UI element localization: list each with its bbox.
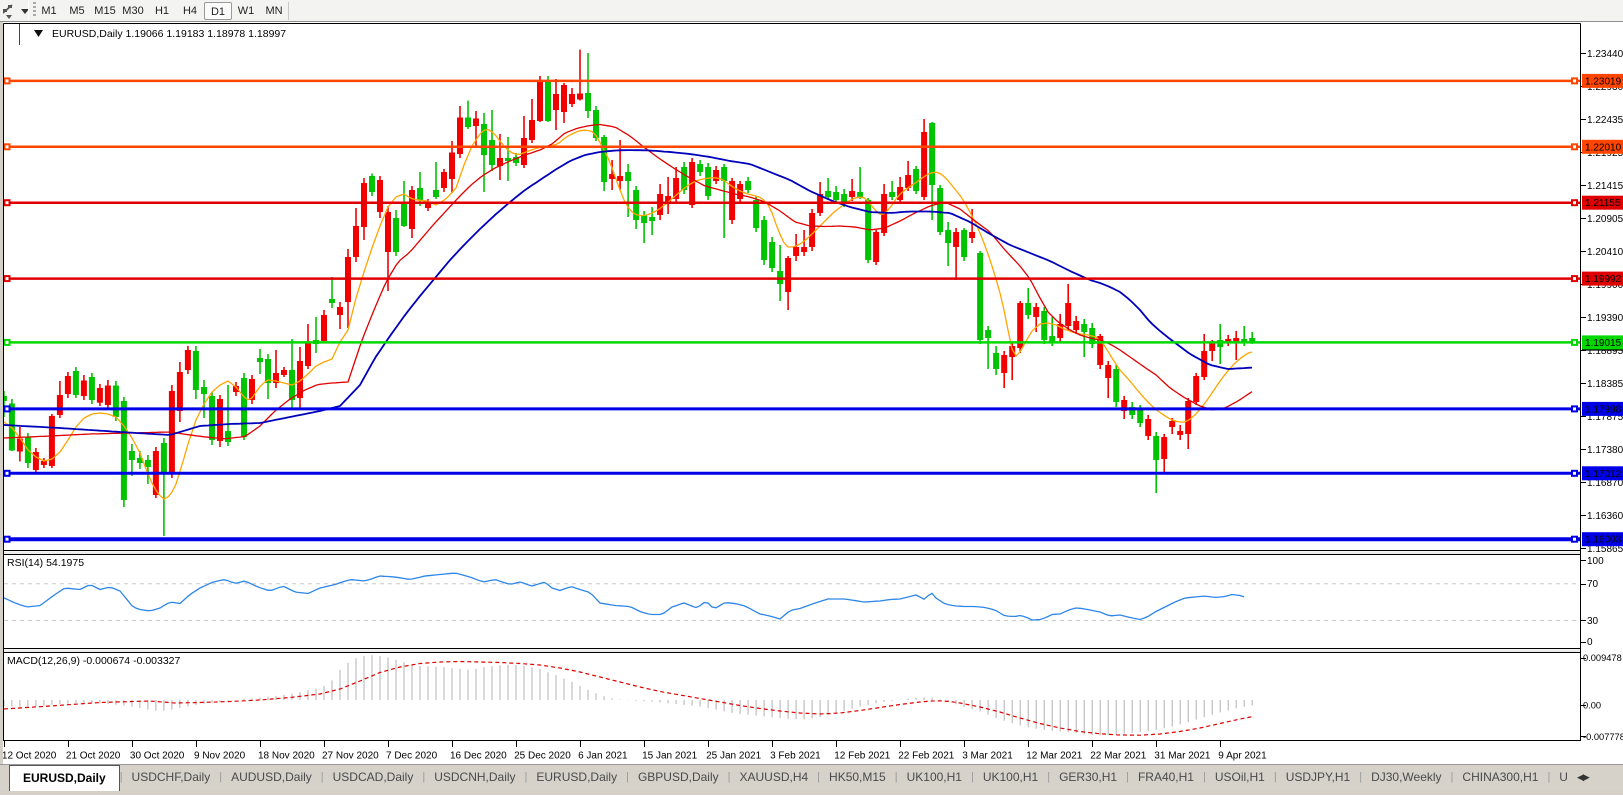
svg-text:1.16003: 1.16003 (1585, 535, 1622, 546)
svg-text:1.16870: 1.16870 (1587, 478, 1623, 489)
svg-text:7 Dec 2020: 7 Dec 2020 (386, 751, 438, 762)
svg-text:21 Oct 2020: 21 Oct 2020 (66, 751, 121, 762)
svg-text:1.21155: 1.21155 (1585, 198, 1621, 209)
svg-text:1.16360: 1.16360 (1587, 511, 1623, 522)
svg-text:1.17875: 1.17875 (1587, 412, 1623, 423)
svg-text:1.17380: 1.17380 (1587, 445, 1623, 456)
svg-text:27 Nov 2020: 27 Nov 2020 (322, 751, 379, 762)
svg-text:1.22435: 1.22435 (1587, 115, 1623, 126)
svg-text:1.19015: 1.19015 (1585, 338, 1622, 349)
svg-text:100: 100 (1587, 556, 1604, 567)
svg-text:70: 70 (1587, 579, 1599, 590)
svg-text:15 Jan 2021: 15 Jan 2021 (642, 751, 697, 762)
svg-text:25 Jan 2021: 25 Jan 2021 (706, 751, 761, 762)
svg-text:0.009478: 0.009478 (1583, 653, 1622, 663)
svg-text:12 Feb 2021: 12 Feb 2021 (834, 751, 891, 762)
svg-text:22 Feb 2021: 22 Feb 2021 (898, 751, 955, 762)
svg-text:3 Feb 2021: 3 Feb 2021 (770, 751, 821, 762)
svg-text:16 Dec 2020: 16 Dec 2020 (450, 751, 507, 762)
svg-text:1.22010: 1.22010 (1585, 142, 1622, 153)
svg-text:3 Mar 2021: 3 Mar 2021 (962, 751, 1013, 762)
svg-text:18 Nov 2020: 18 Nov 2020 (258, 751, 315, 762)
svg-text:RSI(14) 54.1975: RSI(14) 54.1975 (7, 557, 84, 569)
svg-text:30: 30 (1587, 616, 1599, 627)
svg-text:30 Oct 2020: 30 Oct 2020 (130, 751, 185, 762)
svg-text:1.17998: 1.17998 (1585, 404, 1622, 415)
svg-text:1.20905: 1.20905 (1587, 214, 1623, 225)
svg-text:-0.007778: -0.007778 (1583, 732, 1623, 742)
svg-text:1.19390: 1.19390 (1587, 313, 1623, 324)
svg-text:6 Jan 2021: 6 Jan 2021 (578, 751, 628, 762)
svg-text:1.18895: 1.18895 (1587, 346, 1623, 357)
svg-text:1.17012: 1.17012 (1585, 469, 1622, 480)
svg-text:1.23440: 1.23440 (1587, 49, 1623, 60)
svg-text:1.18385: 1.18385 (1587, 379, 1623, 390)
svg-text:0.00: 0.00 (1583, 701, 1601, 711)
svg-text:9 Apr 2021: 9 Apr 2021 (1218, 751, 1267, 762)
svg-text:12 Oct 2020: 12 Oct 2020 (2, 751, 57, 762)
svg-text:0: 0 (1587, 637, 1593, 648)
svg-text:12 Mar 2021: 12 Mar 2021 (1026, 751, 1083, 762)
svg-text:1.19992: 1.19992 (1585, 274, 1622, 285)
svg-text:1.20410: 1.20410 (1587, 247, 1623, 258)
svg-text:1.15865: 1.15865 (1587, 544, 1623, 555)
svg-text:31 Mar 2021: 31 Mar 2021 (1154, 751, 1211, 762)
svg-text:22 Mar 2021: 22 Mar 2021 (1090, 751, 1147, 762)
svg-text:25 Dec 2020: 25 Dec 2020 (514, 751, 571, 762)
svg-text:EURUSD,Daily 1.19066 1.19183: EURUSD,Daily 1.19066 1.19183 1.18978 1.1… (52, 28, 286, 40)
svg-text:1.21415: 1.21415 (1587, 181, 1623, 192)
svg-text:1.23019: 1.23019 (1585, 76, 1622, 87)
svg-text:9 Nov 2020: 9 Nov 2020 (194, 751, 246, 762)
svg-text:MACD(12,26,9) -0.000674 -0.003: MACD(12,26,9) -0.000674 -0.003327 (7, 655, 181, 667)
